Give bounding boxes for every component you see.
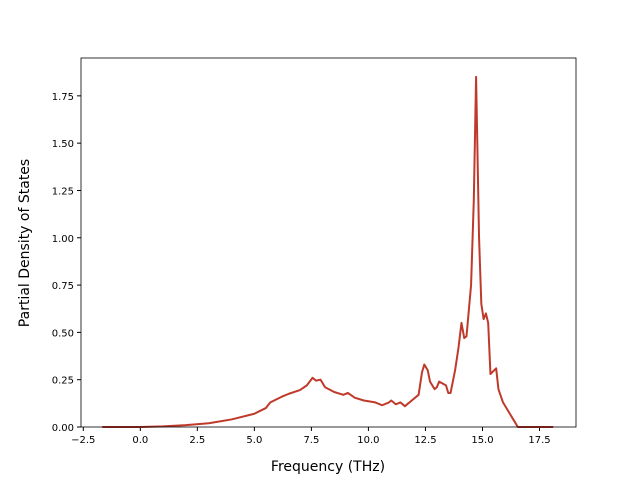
y-axis-label: Partial Density of States [17, 159, 33, 327]
y-tick-label: 1.50 [52, 139, 74, 150]
y-tick-label: 1.75 [52, 92, 74, 103]
plot-frame [80, 57, 577, 428]
x-tick-label: −2.5 [71, 435, 95, 446]
x-tick-label: 7.5 [303, 435, 319, 446]
y-tick-label: 1.00 [52, 234, 74, 245]
x-tick-label: 12.5 [414, 435, 436, 446]
y-tick-label: 0.75 [52, 281, 74, 292]
y-tick-label: 0.50 [52, 328, 74, 339]
x-tick-label: 0.0 [132, 435, 148, 446]
x-tick-label: 5.0 [246, 435, 262, 446]
x-tick-label: 10.0 [357, 435, 379, 446]
x-tick-label: 17.5 [528, 435, 550, 446]
x-axis-label: Frequency (THz) [271, 459, 385, 475]
y-tick-label: 1.25 [52, 186, 74, 197]
y-tick-label: 0.25 [52, 376, 74, 387]
x-tick-label: 15.0 [471, 435, 493, 446]
line [102, 75, 554, 428]
y-tick-label: 0.00 [52, 423, 74, 434]
x-tick-label: 2.5 [189, 435, 205, 446]
